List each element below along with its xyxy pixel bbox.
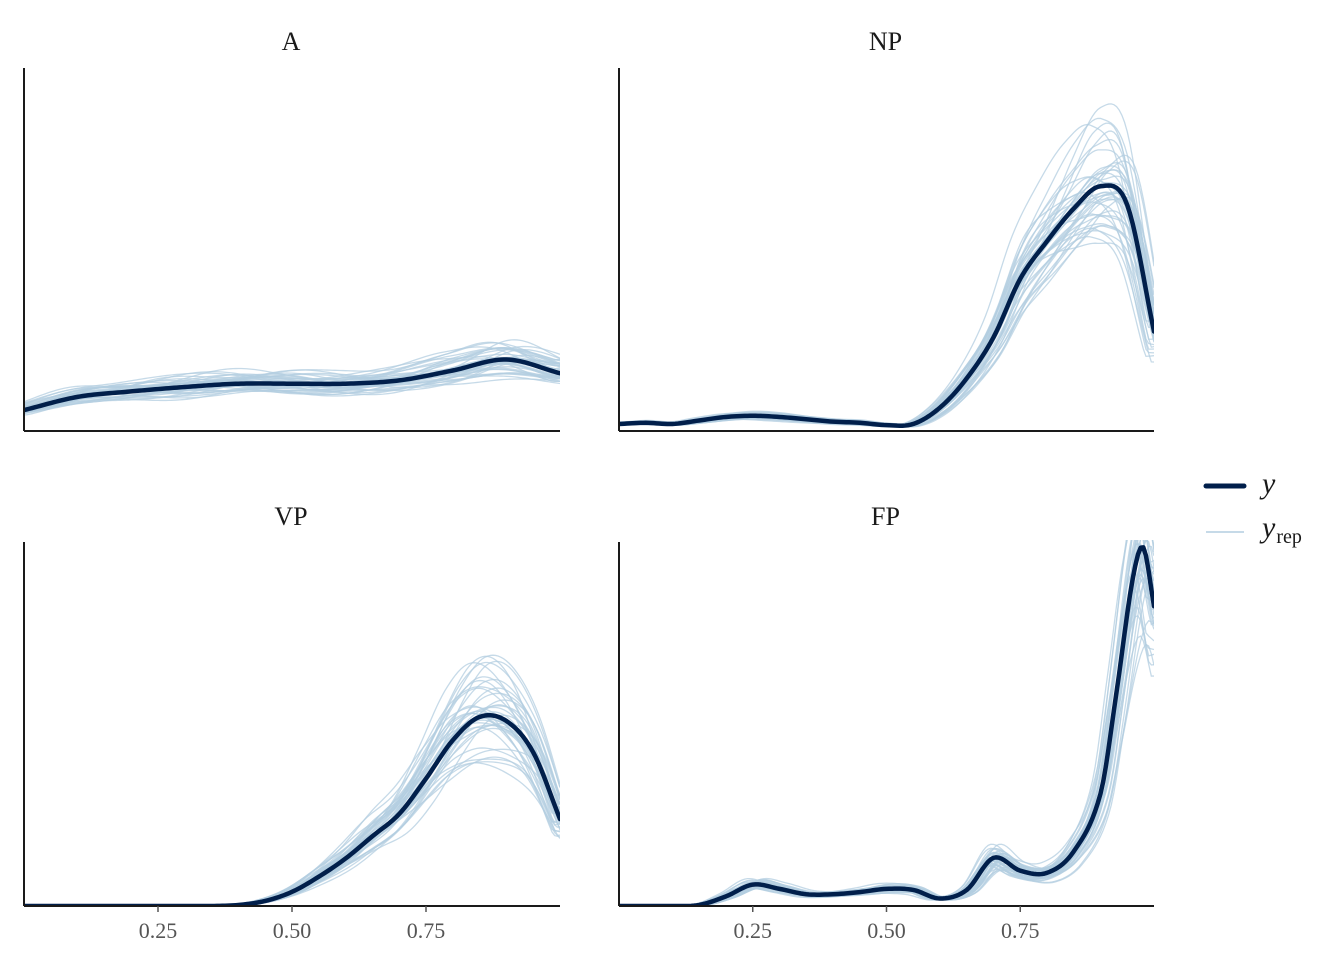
yrep-series-line (24, 699, 560, 906)
yrep-series-line (619, 117, 1154, 426)
yrep-series-line (24, 713, 560, 906)
yrep-series-line (619, 224, 1154, 427)
y-series-line (24, 713, 560, 906)
legend-yrep-main: y (1259, 511, 1276, 544)
yrep-series-line (619, 103, 1154, 426)
yrep-series-line (24, 758, 560, 906)
yrep-series-line (619, 130, 1154, 427)
yrep-series-line (24, 727, 560, 906)
yrep-series-line (619, 635, 1154, 906)
x-tick-label: 0.75 (1001, 918, 1040, 943)
yrep-series-line (619, 176, 1154, 426)
yrep-series-line (24, 692, 560, 906)
facet-vp: VP 0.25 0.50 0.75 (23, 502, 560, 943)
yrep-series-line (24, 372, 560, 414)
x-tick-label: 0.75 (407, 918, 446, 943)
yrep-series-line (619, 223, 1154, 427)
yrep-series-line (619, 242, 1154, 427)
facets-layer: A NP VP 0.25 0.50 0.75 FP 0.25 0.50 0.75 (23, 27, 1154, 943)
yrep-series-line (24, 724, 560, 906)
yrep-series-line (619, 149, 1154, 427)
yrep-series-line (24, 705, 560, 906)
yrep-series-line (24, 756, 560, 906)
yrep-series-line (24, 706, 560, 906)
yrep-series-line (24, 726, 560, 906)
yrep-series-line (619, 214, 1154, 426)
plot-area (619, 103, 1154, 428)
yrep-series-line (24, 747, 560, 906)
yrep-series-line (24, 705, 560, 906)
yrep-series-line (619, 198, 1154, 428)
facet-title: NP (869, 27, 902, 56)
yrep-series-line (24, 660, 560, 906)
yrep-series-line (24, 346, 560, 409)
yrep-series-line (24, 710, 560, 906)
yrep-series-line (619, 540, 1137, 906)
yrep-series-line (619, 181, 1154, 426)
yrep-series-line (24, 706, 560, 906)
facet-title: FP (871, 502, 900, 531)
yrep-series-line (24, 662, 560, 906)
legend: y yrep (1203, 467, 1302, 548)
plot-area (24, 339, 560, 416)
plot-area (24, 654, 560, 906)
yrep-series-line (24, 722, 560, 906)
y-series-line (619, 183, 1154, 428)
yrep-series-line (619, 227, 1154, 428)
yrep-series-line (619, 213, 1154, 426)
facet-title: A (282, 27, 301, 56)
yrep-series-line (619, 643, 1154, 906)
x-tick-label: 0.25 (139, 918, 178, 943)
yrep-series-line (24, 711, 560, 906)
yrep-series-line (24, 704, 560, 906)
yrep-series-line (619, 210, 1154, 427)
yrep-series-line (619, 192, 1154, 426)
facet-fp: FP 0.25 0.50 0.75 (618, 502, 1154, 943)
y-series-line (619, 545, 1154, 906)
facet-a: A (23, 27, 560, 432)
facet-np: NP (618, 27, 1154, 432)
yrep-series-line (619, 190, 1154, 427)
yrep-series-line (24, 712, 560, 906)
yrep-series-line (24, 724, 560, 906)
yrep-series-line (619, 198, 1154, 427)
yrep-series-line (24, 717, 560, 906)
yrep-series-line (619, 225, 1154, 427)
x-tick-label: 0.50 (867, 918, 906, 943)
yrep-series-line (24, 761, 560, 906)
yrep-series-line (619, 230, 1154, 427)
yrep-series-line (24, 661, 560, 906)
yrep-series-line (24, 716, 560, 906)
yrep-series-line (619, 191, 1154, 428)
yrep-series-line (24, 714, 560, 906)
x-tick-label: 0.25 (734, 918, 773, 943)
legend-y-label: y (1259, 467, 1276, 500)
yrep-series-line (24, 654, 560, 906)
yrep-series-line (24, 748, 560, 906)
plot-area (619, 540, 1154, 906)
y-series-line (24, 357, 560, 413)
yrep-series-line (24, 655, 560, 906)
yrep-series-line (24, 762, 560, 906)
yrep-series-line (24, 712, 560, 906)
yrep-series-line (619, 235, 1154, 427)
legend-yrep-label: yrep (1259, 511, 1302, 548)
yrep-series-line (24, 722, 560, 906)
facet-title: VP (274, 502, 307, 531)
yrep-series-line (24, 714, 560, 906)
legend-yrep-subscript: rep (1276, 526, 1302, 548)
x-tick-label: 0.50 (273, 918, 312, 943)
